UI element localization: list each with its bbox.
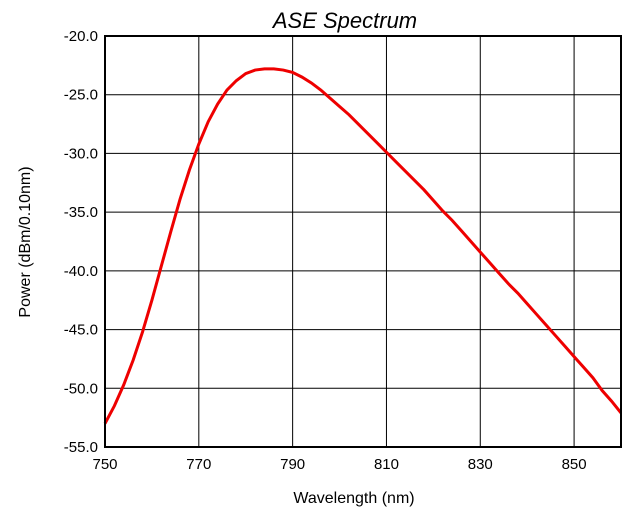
series-line: [103, 67, 622, 425]
grid-lines: [104, 35, 621, 448]
y-tick-label: -25.0: [64, 87, 98, 104]
y-tick-label: -30.0: [64, 145, 98, 162]
chart-title: ASE Spectrum: [271, 8, 417, 33]
y-tick-label: -40.0: [64, 263, 98, 280]
x-tick-label: 750: [92, 456, 117, 473]
y-axis-tick-labels: -20.0 -25.0 -30.0 -35.0 -40.0 -45.0 -50.0 -55.0: [64, 28, 98, 456]
y-tick-label: -20.0: [64, 28, 98, 45]
x-tick-label: 770: [186, 456, 211, 473]
x-tick-label: 810: [374, 456, 399, 473]
x-axis-tick-labels: 750 770 790 810 830 850: [92, 456, 586, 473]
y-tick-label: -55.0: [64, 439, 98, 456]
y-axis-title: Power (dBm/0.10nm): [17, 166, 34, 317]
x-axis-title: Wavelength (nm): [293, 490, 414, 507]
y-tick-label: -50.0: [64, 380, 98, 397]
x-tick-label: 790: [280, 456, 305, 473]
y-tick-label: -45.0: [64, 322, 98, 339]
x-tick-label: 830: [468, 456, 493, 473]
plot-area-border: [104, 35, 622, 448]
y-tick-label: -35.0: [64, 204, 98, 221]
x-tick-label: 850: [562, 456, 587, 473]
